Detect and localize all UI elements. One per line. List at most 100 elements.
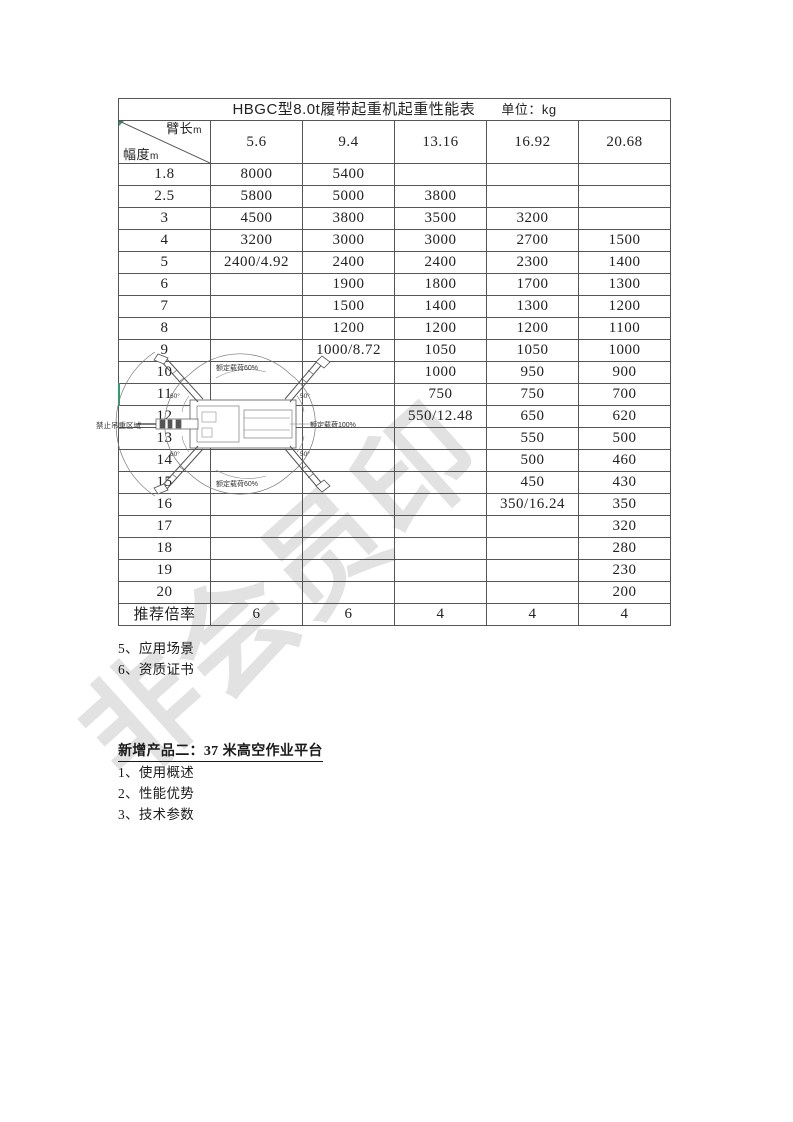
capacity-cell[interactable]: 3000 — [394, 229, 487, 252]
capacity-cell[interactable] — [302, 471, 395, 494]
capacity-cell[interactable]: 3200 — [210, 229, 303, 252]
capacity-cell[interactable]: 430 — [578, 471, 671, 494]
capacity-cell[interactable]: 4500 — [210, 207, 303, 230]
capacity-cell[interactable]: 1800 — [394, 273, 487, 296]
capacity-cell[interactable] — [394, 471, 487, 494]
row-radius-cell[interactable]: 9 — [118, 339, 211, 362]
row-radius-cell[interactable]: 6 — [118, 273, 211, 296]
capacity-cell[interactable]: 900 — [578, 361, 671, 384]
capacity-cell[interactable]: 3800 — [302, 207, 395, 230]
capacity-cell[interactable]: 550 — [486, 427, 579, 450]
row-radius-cell[interactable]: 3 — [118, 207, 211, 230]
row-radius-cell[interactable]: 4 — [118, 229, 211, 252]
capacity-cell[interactable] — [210, 273, 303, 296]
capacity-cell[interactable]: 750 — [486, 383, 579, 406]
capacity-cell[interactable]: 1400 — [394, 295, 487, 318]
capacity-cell[interactable] — [210, 515, 303, 538]
capacity-cell[interactable]: 350 — [578, 493, 671, 516]
capacity-cell[interactable]: 2400/4.92 — [210, 251, 303, 274]
capacity-cell[interactable] — [210, 493, 303, 516]
capacity-cell[interactable]: 1900 — [302, 273, 395, 296]
capacity-cell[interactable] — [394, 493, 487, 516]
capacity-cell[interactable] — [486, 559, 579, 582]
capacity-cell[interactable] — [394, 427, 487, 450]
capacity-cell[interactable] — [486, 163, 579, 186]
capacity-cell[interactable]: 8000 — [210, 163, 303, 186]
capacity-cell[interactable]: 3500 — [394, 207, 487, 230]
capacity-cell[interactable] — [210, 361, 303, 384]
row-radius-cell[interactable]: 17 — [118, 515, 211, 538]
row-radius-cell[interactable]: 5 — [118, 251, 211, 274]
capacity-cell[interactable]: 1300 — [578, 273, 671, 296]
capacity-cell[interactable] — [394, 449, 487, 472]
capacity-cell[interactable]: 1050 — [486, 339, 579, 362]
capacity-cell[interactable]: 550/12.48 — [394, 405, 487, 428]
capacity-cell[interactable] — [210, 339, 303, 362]
row-radius-cell[interactable]: 19 — [118, 559, 211, 582]
capacity-cell[interactable]: 1700 — [486, 273, 579, 296]
capacity-cell[interactable]: 1200 — [302, 317, 395, 340]
capacity-cell[interactable]: 1000 — [578, 339, 671, 362]
row-radius-cell[interactable]: 7 — [118, 295, 211, 318]
capacity-cell[interactable]: 5400 — [302, 163, 395, 186]
capacity-cell[interactable] — [210, 427, 303, 450]
capacity-cell[interactable]: 1300 — [486, 295, 579, 318]
capacity-cell[interactable] — [210, 405, 303, 428]
capacity-cell[interactable] — [394, 537, 487, 560]
capacity-cell[interactable] — [210, 471, 303, 494]
capacity-cell[interactable]: 2300 — [486, 251, 579, 274]
capacity-cell[interactable] — [302, 361, 395, 384]
capacity-cell[interactable]: 500 — [486, 449, 579, 472]
capacity-cell[interactable] — [210, 537, 303, 560]
capacity-cell[interactable] — [210, 449, 303, 472]
row-radius-cell[interactable]: 11 — [118, 383, 211, 407]
row-radius-cell[interactable]: 15 — [118, 471, 211, 494]
capacity-cell[interactable] — [578, 163, 671, 186]
capacity-cell[interactable] — [302, 405, 395, 428]
capacity-cell[interactable]: 450 — [486, 471, 579, 494]
row-radius-cell[interactable]: 10 — [118, 361, 211, 384]
capacity-cell[interactable]: 350/16.24 — [486, 493, 579, 516]
capacity-cell[interactable]: 200 — [578, 581, 671, 604]
capacity-cell[interactable] — [302, 449, 395, 472]
capacity-cell[interactable]: 460 — [578, 449, 671, 472]
row-radius-cell[interactable]: 8 — [118, 317, 211, 340]
row-radius-cell[interactable]: 2.5 — [118, 185, 211, 208]
capacity-cell[interactable]: 3800 — [394, 185, 487, 208]
capacity-cell[interactable] — [210, 581, 303, 604]
capacity-cell[interactable]: 700 — [578, 383, 671, 406]
capacity-cell[interactable]: 1050 — [394, 339, 487, 362]
capacity-cell[interactable]: 2400 — [302, 251, 395, 274]
capacity-cell[interactable]: 1500 — [578, 229, 671, 252]
row-radius-cell[interactable]: 1.8 — [118, 163, 211, 186]
capacity-cell[interactable]: 650 — [486, 405, 579, 428]
capacity-cell[interactable] — [486, 581, 579, 604]
capacity-cell[interactable] — [394, 581, 487, 604]
capacity-cell[interactable]: 500 — [578, 427, 671, 450]
capacity-cell[interactable] — [302, 581, 395, 604]
capacity-cell[interactable]: 950 — [486, 361, 579, 384]
row-radius-cell[interactable]: 18 — [118, 537, 211, 560]
capacity-cell[interactable] — [302, 537, 395, 560]
row-radius-cell[interactable]: 16 — [118, 493, 211, 516]
capacity-cell[interactable] — [394, 515, 487, 538]
capacity-cell[interactable] — [394, 559, 487, 582]
capacity-cell[interactable]: 1400 — [578, 251, 671, 274]
capacity-cell[interactable] — [302, 383, 395, 406]
row-radius-cell[interactable]: 12 — [118, 405, 211, 428]
capacity-cell[interactable] — [210, 383, 303, 406]
capacity-cell[interactable]: 1000 — [394, 361, 487, 384]
capacity-cell[interactable] — [210, 559, 303, 582]
capacity-cell[interactable]: 5000 — [302, 185, 395, 208]
capacity-cell[interactable]: 320 — [578, 515, 671, 538]
capacity-cell[interactable]: 280 — [578, 537, 671, 560]
capacity-cell[interactable]: 1200 — [394, 317, 487, 340]
capacity-cell[interactable]: 1000/8.72 — [302, 339, 395, 362]
capacity-cell[interactable]: 2400 — [394, 251, 487, 274]
capacity-cell[interactable] — [302, 493, 395, 516]
capacity-cell[interactable] — [302, 515, 395, 538]
capacity-cell[interactable]: 1200 — [578, 295, 671, 318]
capacity-cell[interactable] — [486, 185, 579, 208]
capacity-cell[interactable]: 2700 — [486, 229, 579, 252]
capacity-cell[interactable] — [486, 537, 579, 560]
